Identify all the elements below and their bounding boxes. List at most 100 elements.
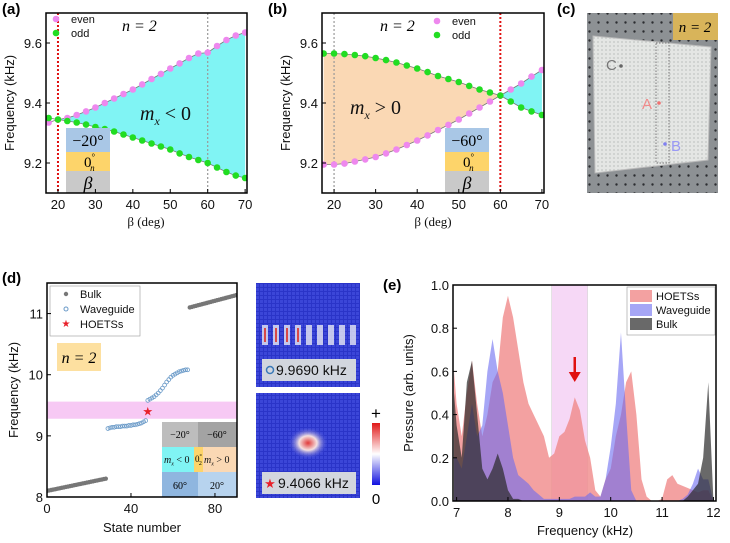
inset-mx-negative-label: mx < 0 [164,455,190,468]
colorbar-max-label: + [371,404,381,423]
x-tick-label: 12 [706,505,720,520]
inset-angle-label: −20° [72,133,103,150]
inset-angle-label: −60° [207,430,227,441]
field-hotspot-peak [275,328,277,342]
waveguide-point [164,379,169,385]
n-label: n = 2 [62,350,97,367]
x-tick-label: 0 [43,501,50,516]
waveguide-region-outline [655,42,670,164]
panel-e [454,285,714,501]
legend: even odd n = 2 [380,16,476,42]
y-tick-label: 0.4 [431,408,449,423]
region-mx-negative [57,32,246,178]
point-c-label: C [606,57,617,74]
field-hotspot [288,427,328,459]
point-even [120,90,127,98]
spectrum-bulk [454,360,714,501]
domain-inset: −20° −60°60° 20°mx < 0 mx > 00° 2 [162,422,237,497]
phononic-crystal-board [592,35,712,174]
math-variable: m [350,97,364,119]
point-even [148,75,155,83]
unit-cell-inset: −20° 0° nβ [66,128,110,193]
point-even [101,99,109,107]
hoetss-star-icon: ★ [264,477,276,492]
waveguide-point [107,425,113,431]
x-tick-label: 60 [200,197,214,212]
legend: HOETSs Waveguide Bulk [626,286,716,336]
inset-cell [162,472,198,497]
field-hotspot-peak [297,328,299,342]
waveguide-point [132,422,138,428]
point-even [528,73,535,80]
math-relation: < 0 [174,455,190,466]
legend-marker-even [433,17,441,25]
frequency-label-box [262,472,356,494]
legend-label: HOETSs [656,291,700,303]
math-relation: > 0 [214,455,230,466]
legend-marker-waveguide [63,306,69,312]
legend-marker-odd [433,31,441,39]
point-odd [393,59,400,66]
sample-photo: n = 2 A B C [587,13,718,193]
math-variable: m [164,455,171,466]
point-odd [73,119,80,126]
inset-zero-label: 0° n [463,152,475,173]
waveguide-frequency-label: 9.9690 kHz [276,362,347,378]
x-tick-label: 50 [452,197,466,212]
axes-0: 20 30 40 50 60 70 9.2 9.4 9.6 β (deg) Frequency (k… [2,12,252,229]
inset-beta-label: β [83,173,93,193]
legend-swatch-waveguide [630,304,652,316]
point-odd [517,104,525,111]
point-odd [204,159,211,167]
waveguide-point [143,418,148,423]
field-hotspot [317,325,323,345]
region-mx-positive [323,53,501,165]
zero-subscript: n [469,163,474,173]
point-odd [110,128,118,135]
point-even [372,153,379,161]
legend: ★ Bulk Waveguide HOETSs n = 2 [49,285,141,371]
point-even [110,95,118,102]
point-even [382,150,390,157]
x-tick-label: 10 [603,505,617,520]
point-even [223,36,230,44]
inset-beta-label: β [462,173,472,193]
legend-label: HOETSs [80,319,124,331]
zero-degree: ° [92,152,96,162]
point-odd [341,50,348,58]
axes-2: 0 40 80 8 9 10 11 State number Frequency (kHz) [6,282,238,535]
waveguide-point [105,426,111,431]
point-even [445,121,452,129]
math-relation: > 0 [370,97,401,119]
hoetss-star-icon: ★ [142,404,153,418]
legend-swatch-hoetss [630,290,652,302]
point-b-label: B [671,138,681,155]
point-odd [64,117,71,125]
legend-marker-even [52,15,60,23]
math-subscript: x [153,114,160,128]
x-tick-label: 60 [493,197,507,212]
point-odd [54,116,62,123]
math-subscript: x [170,462,174,468]
x-axis-label: State number [103,520,182,535]
bulk-point [233,293,237,298]
point-odd [372,54,379,62]
inset-mx-positive-label: mx > 0 [204,455,230,468]
point-odd [445,75,452,83]
y-tick-label: 9.6 [24,36,42,51]
x-axis-label: Frequency (kHz) [537,523,633,538]
point-odd [322,50,327,57]
field-maps: 9.9690 kHz ★ 9.4066 kHz +0 [256,283,381,508]
field-hotspot-peak [286,328,288,342]
waveguide-point [179,368,184,374]
field-hotspot [328,325,334,345]
point-even [330,161,338,168]
region-mx-negative [500,70,542,115]
point-odd [138,137,146,144]
legend-label: Bulk [80,289,102,301]
point-odd [195,156,202,164]
point-odd [497,92,504,99]
n-label: n = 2 [122,18,157,35]
point-odd [157,143,165,150]
x-tick-label: 30 [368,197,382,212]
